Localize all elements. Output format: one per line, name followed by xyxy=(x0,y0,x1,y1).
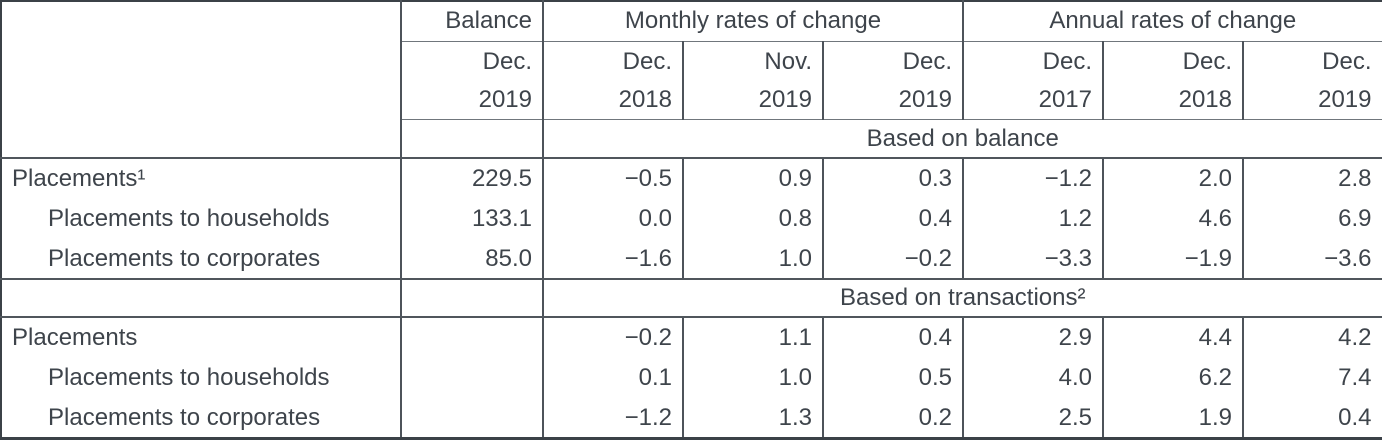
cell-monthly-nov-2019: 1.3 xyxy=(682,398,823,439)
cell-monthly-dec-2018: −1.6 xyxy=(542,238,683,281)
cell-balance-empty xyxy=(400,398,543,439)
cell-monthly-dec-2018: 0.0 xyxy=(542,198,683,239)
cell-balance-empty xyxy=(400,357,543,399)
cell-balance: 85.0 xyxy=(400,238,543,281)
band-blank-label-cell xyxy=(1,279,401,319)
cell-annual-dec-2017: −1.2 xyxy=(962,158,1103,199)
table-row-placements-transactions: Placements −0.2 1.1 0.4 2.9 4.4 4.2 xyxy=(1,317,1382,358)
row-label-placements: Placements¹ xyxy=(12,164,146,192)
cell-monthly-dec-2019: 0.2 xyxy=(822,398,963,439)
row-label-placements-households: Placements to households xyxy=(48,363,330,391)
cell-annual-dec-2018: 4.6 xyxy=(1102,198,1243,239)
cell-annual-dec-2019: 2.8 xyxy=(1242,158,1382,199)
cell-monthly-nov-2019: 0.9 xyxy=(682,158,823,199)
row-label-placements: Placements xyxy=(12,324,138,352)
cell-balance-empty xyxy=(400,317,543,358)
cell-monthly-dec-2019: 0.4 xyxy=(822,317,963,358)
band-blank-label-cell xyxy=(1,119,401,160)
period-header-monthly-nov-2019: Nov. 2019 xyxy=(682,41,823,121)
cell-monthly-dec-2019: 0.3 xyxy=(822,158,963,199)
table-row-placements-balance: Placements¹ 229.5 −0.5 0.9 0.3 −1.2 2.0 … xyxy=(1,158,1382,199)
cell-annual-dec-2019: −3.6 xyxy=(1242,238,1382,281)
period-header-annual-dec-2019: Dec. 2019 xyxy=(1242,41,1382,121)
cell-annual-dec-2017: 2.5 xyxy=(962,398,1103,439)
cell-annual-dec-2018: 1.9 xyxy=(1102,398,1243,439)
cell-monthly-dec-2018: −0.5 xyxy=(542,158,683,199)
cell-annual-dec-2017: 1.2 xyxy=(962,198,1103,239)
based-on-transactions-band: Based on transactions² xyxy=(542,279,1382,319)
cell-annual-dec-2018: 4.4 xyxy=(1102,317,1243,358)
cell-annual-dec-2019: 0.4 xyxy=(1242,398,1382,439)
cell-monthly-nov-2019: 1.0 xyxy=(682,238,823,281)
cell-monthly-dec-2018: −1.2 xyxy=(542,398,683,439)
cell-monthly-dec-2018: −0.2 xyxy=(542,317,683,358)
row-label-blank-cell xyxy=(1,41,401,120)
table-row-corporates-balance: Placements to corporates 85.0 −1.6 1.0 −… xyxy=(1,238,1382,281)
cell-monthly-nov-2019: 0.8 xyxy=(682,198,823,239)
cell-annual-dec-2017: 4.0 xyxy=(962,357,1103,399)
cell-annual-dec-2019: 4.2 xyxy=(1242,317,1382,358)
section-band-row-transactions: Based on transactions² xyxy=(1,279,1382,319)
band-blank-balance-cell xyxy=(400,119,543,160)
cell-monthly-nov-2019: 1.0 xyxy=(682,357,823,399)
period-header-annual-dec-2017: Dec. 2017 xyxy=(962,41,1103,121)
cell-annual-dec-2017: −3.3 xyxy=(962,238,1103,281)
period-header-monthly-dec-2019: Dec. 2019 xyxy=(822,41,963,121)
row-label-placements-corporates: Placements to corporates xyxy=(1,238,401,281)
cell-balance: 229.5 xyxy=(400,158,543,199)
cell-annual-dec-2019: 6.9 xyxy=(1242,198,1382,239)
row-label-placements-corporates: Placements to corporates xyxy=(48,403,321,431)
cell-monthly-dec-2019: 0.5 xyxy=(822,357,963,399)
table-row-households-balance: Placements to households 133.1 0.0 0.8 0… xyxy=(1,198,1382,239)
period-header-balance-dec-2019: Dec. 2019 xyxy=(400,41,543,121)
table-row-corporates-transactions: Placements to corporates −1.2 1.3 0.2 2.… xyxy=(1,398,1382,439)
cell-balance: 133.1 xyxy=(400,198,543,239)
period-header-annual-dec-2018: Dec. 2018 xyxy=(1102,41,1243,121)
section-band-row-balance: Based on balance xyxy=(1,119,1382,160)
cell-annual-dec-2018: 6.2 xyxy=(1102,357,1243,399)
cell-annual-dec-2018: 2.0 xyxy=(1102,158,1243,199)
cell-monthly-nov-2019: 1.1 xyxy=(682,317,823,358)
corner-blank-cell xyxy=(1,1,401,41)
period-header-row: Dec. 2019 Dec. 2018 Nov. 2019 Dec. 2019 … xyxy=(1,41,1382,121)
group-header-row: Balance Monthly rates of change Annual r… xyxy=(1,1,1382,42)
annual-rates-group-header: Annual rates of change xyxy=(962,1,1382,42)
table-row-households-transactions: Placements to households 0.1 1.0 0.5 4.0… xyxy=(1,357,1382,399)
cell-annual-dec-2017: 2.9 xyxy=(962,317,1103,358)
cell-monthly-dec-2018: 0.1 xyxy=(542,357,683,399)
cell-monthly-dec-2019: −0.2 xyxy=(822,238,963,281)
band-blank-balance-cell xyxy=(400,279,543,319)
balance-column-header: Balance xyxy=(400,1,543,42)
period-header-monthly-dec-2018: Dec. 2018 xyxy=(542,41,683,121)
row-label-placements-households: Placements to households xyxy=(48,204,330,232)
cell-monthly-dec-2019: 0.4 xyxy=(822,198,963,239)
monthly-rates-group-header: Monthly rates of change xyxy=(542,1,963,42)
based-on-balance-band: Based on balance xyxy=(542,119,1382,160)
cell-annual-dec-2019: 7.4 xyxy=(1242,357,1382,399)
cell-annual-dec-2018: −1.9 xyxy=(1102,238,1243,281)
